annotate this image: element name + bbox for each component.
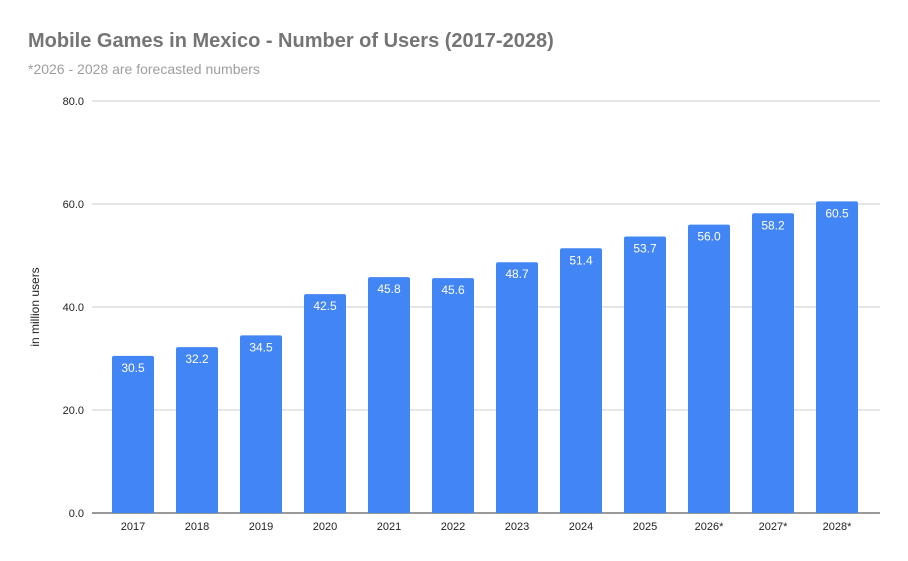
x-tick-label: 2018	[185, 521, 209, 533]
data-label: 48.7	[505, 267, 529, 281]
data-label: 60.5	[825, 206, 849, 220]
x-tick-label: 2027*	[759, 521, 788, 533]
bar	[432, 278, 474, 513]
bar	[496, 262, 538, 513]
bar	[112, 355, 154, 513]
y-axis-label: in million users	[28, 267, 42, 346]
bar	[304, 294, 346, 513]
bar	[368, 277, 410, 513]
chart-title: Mobile Games in Mexico - Number of Users…	[28, 30, 554, 52]
bar	[624, 236, 666, 513]
data-label: 58.2	[761, 218, 785, 232]
data-label: 53.7	[633, 241, 657, 255]
chart-subtitle: *2026 - 2028 are forecasted numbers	[28, 61, 260, 77]
data-label: 45.8	[377, 282, 401, 296]
bar	[176, 347, 218, 513]
data-label: 56.0	[697, 230, 721, 244]
data-label: 30.5	[121, 361, 145, 375]
x-tick-label: 2019	[249, 521, 273, 533]
bar	[560, 248, 602, 514]
y-tick-label: 40.0	[63, 302, 84, 314]
x-tick-label: 2028*	[823, 521, 852, 533]
x-tick-label: 2021	[377, 521, 401, 533]
y-tick-label: 20.0	[63, 405, 84, 417]
bar	[240, 335, 282, 513]
data-label: 32.2	[185, 352, 209, 366]
bar	[688, 224, 730, 513]
x-tick-label: 2022	[441, 521, 465, 533]
bar	[752, 213, 794, 513]
data-label: 51.4	[569, 253, 593, 267]
x-tick-label: 2017	[121, 521, 145, 533]
y-tick-label: 80.0	[63, 96, 84, 108]
x-tick-label: 2025	[633, 521, 657, 533]
data-label: 42.5	[313, 299, 337, 313]
x-tick-label: 2020	[313, 521, 337, 533]
x-tick-label: 2024	[569, 521, 593, 533]
y-tick-label: 60.0	[63, 199, 84, 211]
x-tick-label: 2026*	[695, 521, 724, 533]
y-tick-label: 0.0	[69, 508, 84, 520]
bar	[816, 201, 858, 514]
data-label: 45.6	[441, 283, 465, 297]
x-tick-label: 2023	[505, 521, 529, 533]
data-label: 34.5	[249, 340, 273, 354]
